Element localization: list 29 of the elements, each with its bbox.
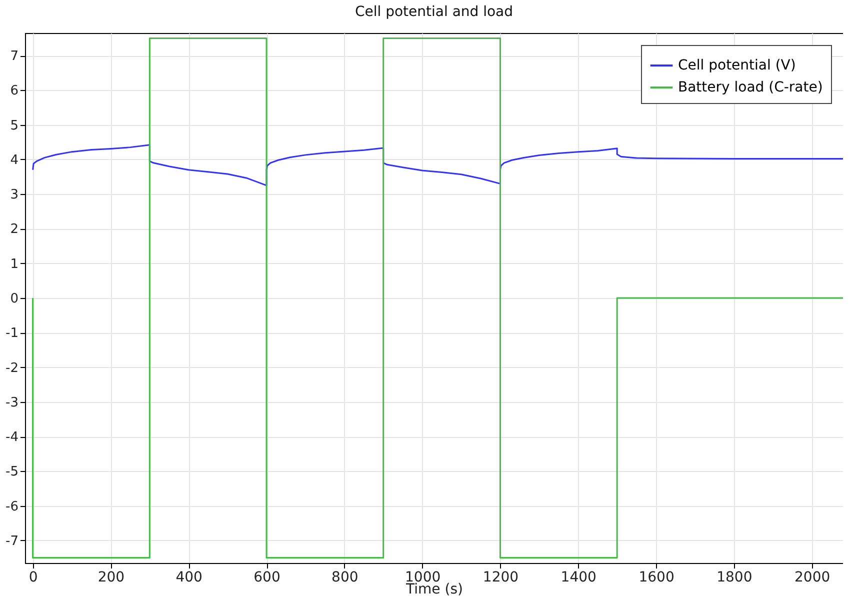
x-tick-label: 200	[98, 570, 125, 586]
y-tick-label: 6	[10, 84, 18, 99]
y-tick-label: 5	[10, 118, 18, 134]
legend-label: Battery load (C-rate)	[678, 80, 823, 96]
legend-label: Cell potential (V)	[678, 58, 796, 74]
y-tick-label: -2	[6, 360, 18, 376]
y-tick-label: 1	[10, 256, 18, 272]
x-tick-label: 800	[332, 570, 358, 586]
x-tick-label: 1200	[482, 570, 519, 586]
y-tick-label: 4	[10, 152, 18, 168]
y-tick-label: -4	[6, 430, 18, 446]
y-tick-label: 2	[10, 222, 18, 238]
line-series	[32, 144, 843, 186]
y-tick-label: -6	[6, 499, 18, 514]
x-tick-label: 1800	[716, 570, 752, 586]
y-tick-label: -3	[6, 395, 18, 410]
y-tick-label: -5	[6, 464, 18, 480]
y-tick-label: -1	[6, 326, 18, 342]
x-tick-label: 600	[254, 570, 280, 586]
x-tick-label: 400	[176, 570, 202, 586]
y-tick-label: -7	[6, 534, 18, 549]
x-tick-label: 1600	[638, 570, 674, 586]
chart-title: Cell potential and load	[354, 4, 514, 20]
y-tick-label: 0	[10, 292, 18, 306]
x-tick-label: 1400	[560, 570, 596, 586]
x-tick-label: 2000	[794, 570, 830, 586]
y-tick-label: 3	[10, 188, 18, 203]
x-tick-label: 0	[28, 570, 38, 586]
y-tick-label: 7	[10, 49, 18, 64]
